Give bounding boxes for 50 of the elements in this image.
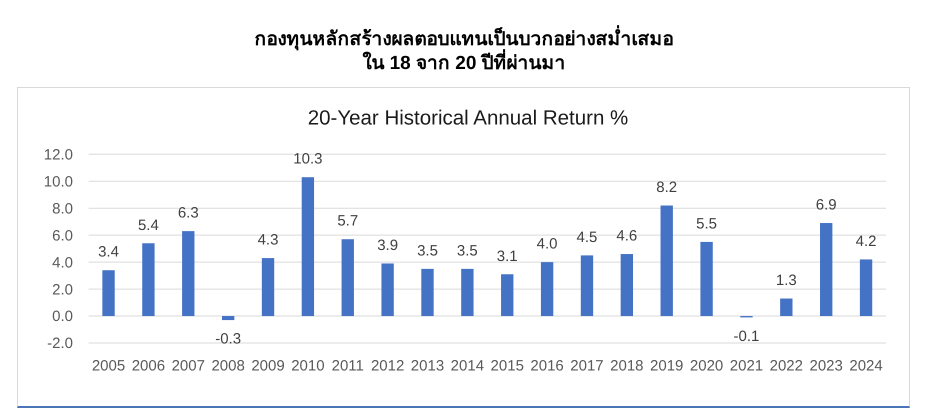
- ytick-label: 6.0: [52, 227, 73, 244]
- ytick-label: 10.0: [44, 173, 73, 190]
- xtick-label: 2015: [490, 358, 524, 374]
- data-label: 4.5: [576, 228, 598, 246]
- xtick-label: 2023: [810, 358, 843, 374]
- xtick-label: 2013: [410, 358, 444, 374]
- xtick-label: 2021: [730, 358, 764, 374]
- ytick-label: 0.0: [52, 308, 73, 326]
- data-label: 5.5: [696, 215, 718, 232]
- data-label: 3.1: [496, 248, 518, 265]
- data-label: 3.5: [456, 242, 478, 260]
- data-label: -0.1: [734, 328, 760, 345]
- data-label: 3.4: [98, 244, 119, 261]
- xtick-label: 2022: [770, 358, 804, 374]
- data-label: 3.9: [377, 236, 398, 254]
- ytick-label: 4.0: [52, 254, 73, 272]
- ytick-label: -2.0: [47, 335, 73, 352]
- xtick-label: 2018: [610, 358, 644, 374]
- xtick-label: 2014: [450, 358, 484, 374]
- data-label: 5.7: [337, 212, 358, 230]
- data-label: -0.3: [215, 330, 242, 348]
- data-label: 6.9: [816, 196, 837, 214]
- data-label: 4.2: [856, 232, 876, 250]
- data-label: 4.0: [536, 236, 558, 253]
- subtitle: 20-Year Historical Annual Return %: [308, 106, 628, 130]
- data-label: 1.3: [776, 272, 797, 290]
- title: กองทุนหลักสร้างผลตอบแทนเป็นบวกอย่างสม่ำเสมอ ใน 18 จาก 20 ปีที่ผ่านมา: [0, 28, 928, 76]
- data-label: 4.6: [616, 228, 638, 245]
- xtick-label: 2012: [370, 358, 404, 374]
- ytick-label: 12.0: [44, 146, 73, 164]
- xtick-label: 2016: [530, 358, 564, 374]
- xtick-label: 2007: [172, 358, 205, 374]
- data-label: 8.2: [656, 179, 678, 196]
- data-label: 6.3: [178, 204, 199, 222]
- xtick-label: 2008: [211, 358, 245, 374]
- xtick-label: 2005: [92, 358, 126, 374]
- xtick-label: 2009: [251, 358, 285, 374]
- xtick-label: 2010: [291, 358, 325, 374]
- xtick-label: 2020: [690, 358, 724, 374]
- xtick-label: 2017: [570, 358, 604, 374]
- xtick-label: 2006: [132, 358, 166, 374]
- xtick-label: 2019: [650, 358, 684, 374]
- xtick-label: 2011: [332, 358, 364, 374]
- data-label: 3.5: [417, 242, 438, 260]
- xtick-label: 2024: [849, 358, 883, 374]
- ytick-label: 8.0: [52, 200, 73, 218]
- ytick-label: 2.0: [52, 281, 73, 298]
- data-label: 10.3: [293, 150, 322, 168]
- data-label: 5.4: [138, 216, 159, 234]
- data-label: 4.3: [258, 232, 278, 249]
